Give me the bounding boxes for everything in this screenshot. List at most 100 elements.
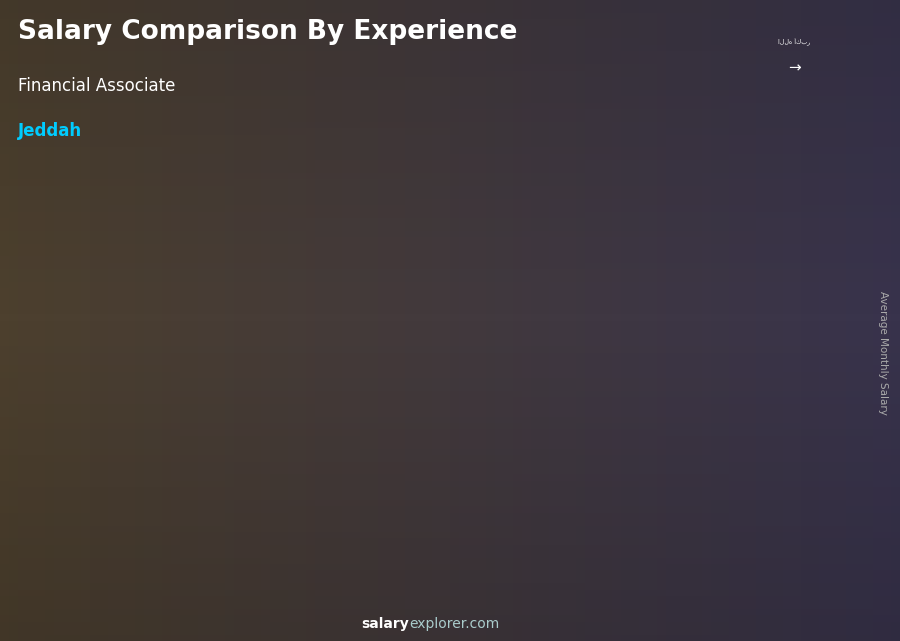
- Bar: [449, 394, 512, 577]
- Bar: [327, 547, 391, 577]
- Bar: [0, 615, 900, 622]
- Bar: [0, 442, 900, 449]
- Bar: [819, 0, 828, 641]
- Polygon shape: [449, 274, 527, 283]
- Bar: [0, 295, 900, 301]
- Polygon shape: [147, 452, 163, 577]
- Bar: [0, 103, 900, 109]
- Bar: [360, 0, 369, 641]
- Bar: [0, 551, 900, 558]
- Bar: [0, 32, 900, 38]
- Bar: [504, 0, 513, 641]
- Text: →: →: [788, 60, 801, 75]
- Bar: [666, 0, 675, 641]
- Bar: [0, 218, 900, 224]
- Bar: [0, 269, 900, 276]
- Bar: [0, 186, 900, 192]
- Bar: [720, 0, 729, 641]
- Bar: [396, 0, 405, 641]
- Bar: [0, 109, 900, 115]
- Bar: [306, 0, 315, 641]
- Bar: [0, 147, 900, 154]
- Text: +22%: +22%: [392, 222, 446, 240]
- Bar: [324, 0, 333, 641]
- Bar: [449, 320, 512, 577]
- Bar: [0, 538, 900, 545]
- Text: 6,130 SAR: 6,130 SAR: [85, 439, 146, 452]
- Bar: [0, 154, 900, 160]
- Bar: [84, 562, 147, 577]
- Bar: [477, 0, 486, 641]
- Polygon shape: [268, 410, 284, 577]
- Bar: [0, 378, 900, 385]
- Bar: [327, 427, 391, 577]
- Text: +9%: +9%: [520, 196, 562, 213]
- Bar: [0, 115, 900, 122]
- Bar: [84, 501, 147, 577]
- Bar: [225, 0, 234, 641]
- Bar: [692, 534, 755, 577]
- Bar: [0, 590, 900, 596]
- Bar: [207, 0, 216, 641]
- Bar: [205, 455, 268, 577]
- Bar: [0, 141, 900, 147]
- Text: Average Monthly Salary: Average Monthly Salary: [878, 290, 887, 415]
- Bar: [0, 603, 900, 609]
- Bar: [205, 414, 268, 577]
- Polygon shape: [571, 248, 650, 258]
- Bar: [449, 283, 512, 577]
- Bar: [189, 0, 198, 641]
- Bar: [0, 77, 900, 83]
- Bar: [495, 0, 504, 641]
- Polygon shape: [205, 410, 284, 414]
- Bar: [882, 0, 891, 641]
- Bar: [0, 327, 900, 333]
- Bar: [63, 0, 72, 641]
- Bar: [810, 0, 819, 641]
- Bar: [342, 0, 351, 641]
- Bar: [756, 0, 765, 641]
- Bar: [99, 0, 108, 641]
- Bar: [0, 314, 900, 320]
- Bar: [468, 0, 477, 641]
- Bar: [432, 0, 441, 641]
- Bar: [567, 0, 576, 641]
- Bar: [765, 0, 774, 641]
- Bar: [0, 449, 900, 455]
- Bar: [0, 353, 900, 359]
- Bar: [84, 470, 147, 577]
- Bar: [0, 6, 900, 13]
- Bar: [351, 0, 360, 641]
- Bar: [692, 231, 755, 577]
- Bar: [0, 13, 900, 19]
- Bar: [639, 0, 648, 641]
- Bar: [0, 359, 900, 365]
- Bar: [571, 457, 634, 577]
- Bar: [891, 0, 900, 641]
- Bar: [45, 0, 54, 641]
- Bar: [0, 231, 900, 237]
- Bar: [0, 532, 900, 538]
- Bar: [18, 0, 27, 641]
- Bar: [180, 0, 189, 641]
- Bar: [585, 0, 594, 641]
- Text: +48%: +48%: [271, 275, 325, 293]
- Bar: [837, 0, 846, 641]
- Bar: [0, 577, 900, 583]
- Bar: [0, 462, 900, 468]
- Bar: [90, 0, 99, 641]
- Bar: [0, 256, 900, 263]
- Bar: [84, 531, 147, 577]
- Bar: [315, 0, 324, 641]
- Bar: [0, 372, 900, 378]
- Bar: [0, 250, 900, 256]
- Bar: [414, 0, 423, 641]
- Bar: [0, 628, 900, 635]
- Bar: [205, 435, 268, 577]
- Bar: [198, 0, 207, 641]
- Bar: [162, 0, 171, 641]
- Bar: [0, 564, 900, 570]
- Polygon shape: [84, 452, 163, 455]
- Bar: [846, 0, 855, 641]
- Bar: [0, 558, 900, 564]
